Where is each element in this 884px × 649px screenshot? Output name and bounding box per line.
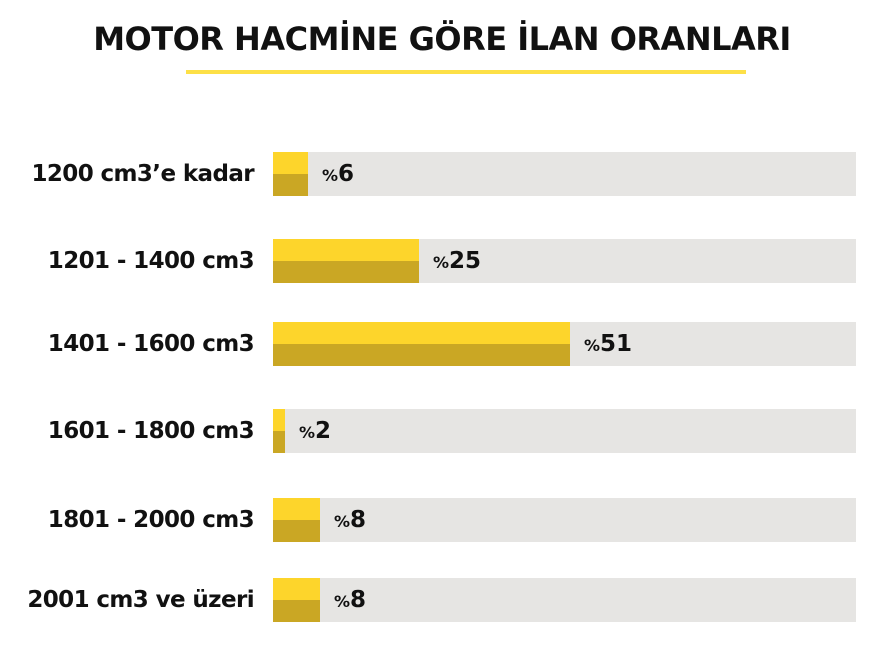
bar-row: 1201 - 1400 cm3 %25 bbox=[0, 239, 884, 283]
bar-shade bbox=[273, 174, 308, 196]
bar-highlight bbox=[273, 239, 419, 261]
data-label-value: 6 bbox=[338, 161, 355, 187]
bar-shade bbox=[273, 600, 320, 622]
bar-track bbox=[273, 409, 856, 453]
data-label-prefix: % bbox=[433, 253, 450, 272]
data-label-value: 8 bbox=[350, 587, 367, 613]
data-label-prefix: % bbox=[334, 512, 351, 531]
category-label: 1201 - 1400 cm3 bbox=[47, 248, 255, 274]
data-label-prefix: % bbox=[299, 423, 316, 442]
bar-track bbox=[273, 578, 856, 622]
category-label: 1601 - 1800 cm3 bbox=[47, 418, 255, 444]
data-label-prefix: % bbox=[334, 592, 351, 611]
bar-row: 1801 - 2000 cm3 %8 bbox=[0, 498, 884, 542]
bar-highlight bbox=[273, 152, 308, 174]
bar-shade bbox=[273, 261, 419, 283]
bar-row: 1601 - 1800 cm3 %2 bbox=[0, 409, 884, 453]
bar-row: 1200 cm3’e kadar %6 bbox=[0, 152, 884, 196]
bar bbox=[273, 409, 285, 453]
bar bbox=[273, 152, 308, 196]
bar-highlight bbox=[273, 409, 285, 431]
data-label-value: 25 bbox=[449, 248, 482, 274]
bar-highlight bbox=[273, 578, 320, 600]
category-label: 1801 - 2000 cm3 bbox=[47, 507, 255, 533]
data-label-value: 51 bbox=[600, 331, 633, 357]
bar-row: 1401 - 1600 cm3 %51 bbox=[0, 322, 884, 366]
bar-highlight bbox=[273, 322, 570, 344]
data-label: %8 bbox=[334, 578, 366, 622]
bar-shade bbox=[273, 520, 320, 542]
bar-track bbox=[273, 498, 856, 542]
data-label-prefix: % bbox=[322, 166, 339, 185]
data-label: %8 bbox=[334, 498, 366, 542]
bar bbox=[273, 322, 570, 366]
bar-highlight bbox=[273, 498, 320, 520]
data-label: %25 bbox=[433, 239, 481, 283]
category-label: 1401 - 1600 cm3 bbox=[47, 331, 255, 357]
title-underline bbox=[186, 70, 746, 74]
bar-shade bbox=[273, 431, 285, 453]
category-label: 2001 cm3 ve üzeri bbox=[27, 587, 254, 613]
bar-track bbox=[273, 152, 856, 196]
data-label-prefix: % bbox=[584, 336, 601, 355]
data-label: %2 bbox=[299, 409, 331, 453]
data-label: %51 bbox=[584, 322, 632, 366]
category-label: 1200 cm3’e kadar bbox=[31, 161, 254, 187]
data-label: %6 bbox=[322, 152, 354, 196]
bar bbox=[273, 498, 320, 542]
bar-shade bbox=[273, 344, 570, 366]
bar bbox=[273, 578, 320, 622]
bar bbox=[273, 239, 419, 283]
bar-row: 2001 cm3 ve üzeri %8 bbox=[0, 578, 884, 622]
chart-title: MOTOR HACMİNE GÖRE İLAN ORANLARI bbox=[93, 20, 791, 58]
data-label-value: 8 bbox=[350, 507, 367, 533]
data-label-value: 2 bbox=[315, 418, 332, 444]
